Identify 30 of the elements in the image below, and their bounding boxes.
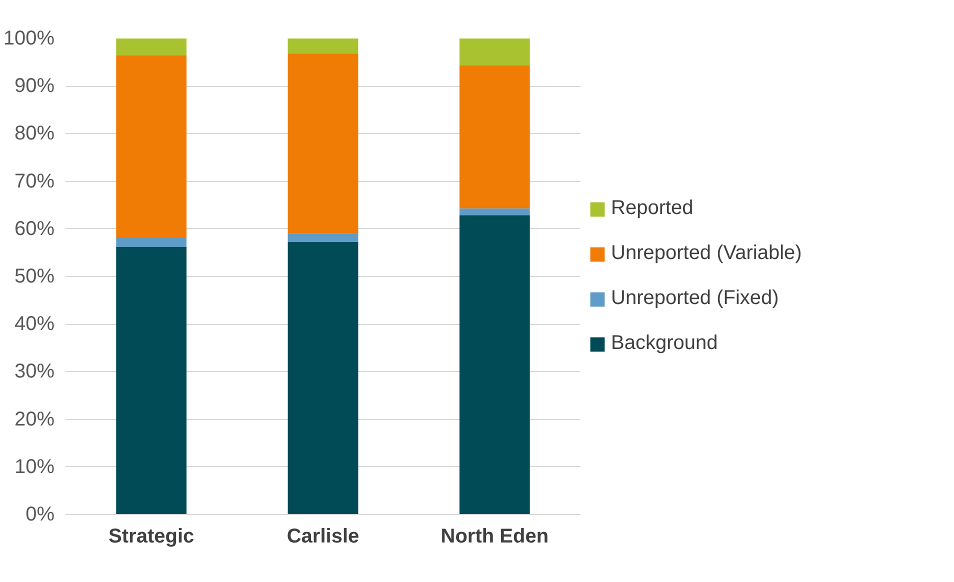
legend-label: Background xyxy=(611,332,718,355)
bar xyxy=(288,53,358,234)
y-tick-label: 0% xyxy=(26,504,55,526)
legend-label: Unreported (Variable) xyxy=(611,242,802,265)
bar xyxy=(288,242,358,514)
bar xyxy=(116,38,187,56)
legend-label: Unreported (Fixed) xyxy=(611,287,779,310)
x-tick-label: Strategic xyxy=(108,526,194,548)
bar xyxy=(459,65,530,208)
x-tick-label: North Eden xyxy=(440,526,549,548)
y-tick-label: 90% xyxy=(14,75,55,98)
bar xyxy=(288,38,358,54)
x-tick-label: Carlisle xyxy=(286,526,360,548)
legend-label: Reported xyxy=(611,197,694,220)
y-tick-label: 20% xyxy=(14,408,55,430)
y-tick-label: 40% xyxy=(14,313,55,336)
bar xyxy=(288,233,358,242)
bar xyxy=(459,208,530,216)
bar xyxy=(116,236,187,247)
y-tick-label: 70% xyxy=(14,170,55,192)
y-tick-label: 80% xyxy=(14,122,55,145)
bar xyxy=(459,38,530,66)
y-tick-label: 60% xyxy=(14,218,55,240)
y-tick-label: 100% xyxy=(3,28,55,50)
bar xyxy=(459,215,530,514)
bar xyxy=(116,246,187,514)
y-tick-label: 50% xyxy=(14,266,55,288)
y-tick-label: 30% xyxy=(14,360,55,383)
y-tick-label: 10% xyxy=(14,456,55,478)
bar xyxy=(116,55,187,237)
